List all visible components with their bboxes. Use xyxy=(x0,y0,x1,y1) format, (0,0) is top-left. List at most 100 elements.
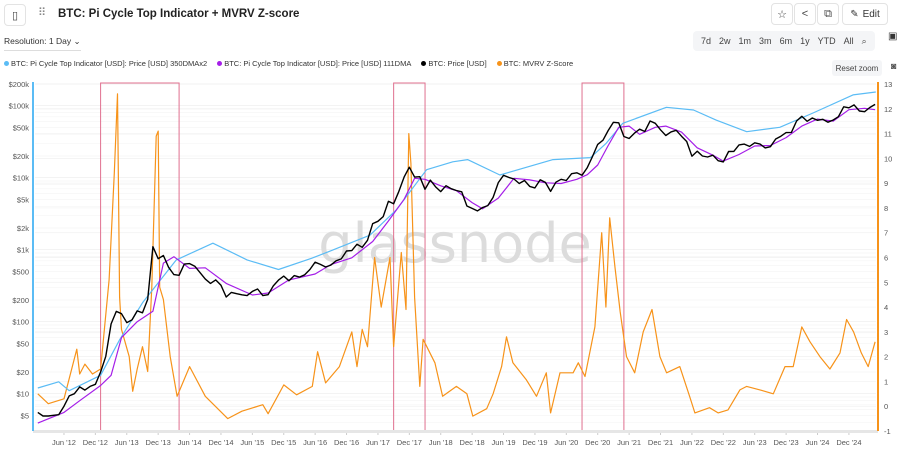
x-axis-tick-label: Jun '20 xyxy=(554,438,578,447)
legend-dot xyxy=(217,61,223,66)
legend-item-price[interactable]: BTC: Price [USD] xyxy=(421,59,487,68)
right-axis-tick-label: 0 xyxy=(884,402,888,411)
left-axis-tick-label: $1k xyxy=(17,246,29,255)
legend-item-111dma[interactable]: BTC: Pi Cycle Top Indicator [USD]: Price… xyxy=(217,59,411,68)
legend-item-mvrv[interactable]: BTC: MVRV Z-Score xyxy=(496,59,574,68)
right-axis-tick-label: 9 xyxy=(884,179,888,188)
pencil-icon: ✎ xyxy=(850,8,859,20)
x-axis-tick-label: Dec '23 xyxy=(774,438,799,447)
range-buttons: 7d 2w 1m 3m 6m 1y YTD All ⌕ xyxy=(693,31,875,51)
legend-label: BTC: Pi Cycle Top Indicator [USD]: Price… xyxy=(224,59,412,68)
left-axis-tick-label: $200k xyxy=(9,80,30,89)
x-axis-tick-label: Jun '12 xyxy=(52,438,76,447)
right-axis-tick-label: 3 xyxy=(884,328,888,337)
copy-icon[interactable]: ⧉ xyxy=(817,3,839,25)
left-axis-tick-label: $100 xyxy=(12,318,29,327)
reset-zoom-button[interactable]: Reset zoom xyxy=(832,60,882,76)
x-axis-tick-label: Jun '19 xyxy=(492,438,516,447)
x-axis-bar xyxy=(33,430,878,433)
left-axis-tick-label: $10 xyxy=(16,390,29,399)
resolution-label: Resolution: 1 Day xyxy=(4,36,72,46)
x-axis-tick-label: Jun '24 xyxy=(806,438,830,447)
zoom-search-icon[interactable]: ⌕ xyxy=(861,35,867,46)
sidebar-toggle-icon[interactable]: ▯ xyxy=(4,4,26,26)
series-line-111dma xyxy=(37,107,876,424)
x-axis-tick-label: Dec '15 xyxy=(271,438,296,447)
legend-label: BTC: Pi Cycle Top Indicator [USD]: Price… xyxy=(11,59,208,68)
left-axis-tick-label: $5k xyxy=(17,195,29,204)
x-axis-tick-label: Dec '14 xyxy=(208,438,233,447)
legend-item-350dma[interactable]: BTC: Pi Cycle Top Indicator [USD]: Price… xyxy=(4,59,207,68)
left-axis-tick-label: $20k xyxy=(13,152,30,161)
watermark-logo: glassnode xyxy=(318,212,591,275)
series-line-mvrv-zscore xyxy=(37,93,876,420)
right-axis-tick-label: 12 xyxy=(884,105,892,114)
x-axis-tick-label: Dec '12 xyxy=(83,438,108,447)
right-axis-tick-label: 13 xyxy=(884,80,892,89)
range-ytd[interactable]: YTD xyxy=(817,36,836,46)
resolution-select[interactable]: Resolution: 1 Day ⌄ xyxy=(4,36,81,51)
right-axis-tick-label: 4 xyxy=(884,303,888,312)
chevron-down-icon: ⌄ xyxy=(73,36,81,46)
x-axis-tick-label: Jun '22 xyxy=(680,438,704,447)
x-axis-tick-label: Jun '17 xyxy=(366,438,390,447)
x-axis-tick-label: Jun '14 xyxy=(178,438,202,447)
x-axis-tick-label: Dec '22 xyxy=(711,438,736,447)
right-axis-tick-label: 1 xyxy=(884,377,888,386)
x-axis-tick-label: Dec '21 xyxy=(648,438,673,447)
left-axis-tick-label: $2k xyxy=(17,224,29,233)
x-axis-tick-label: Dec '20 xyxy=(585,438,610,447)
camera-icon[interactable]: ◙ xyxy=(891,61,897,71)
legend-dot xyxy=(4,61,9,66)
drag-handle-icon[interactable]: ⠿ xyxy=(38,7,47,19)
x-axis-tick-label: Jun '13 xyxy=(115,438,139,447)
right-axis-tick-label: -1 xyxy=(884,427,891,436)
legend-dot xyxy=(421,61,427,66)
x-axis-tick-label: Jun '23 xyxy=(743,438,767,447)
range-2w[interactable]: 2w xyxy=(719,36,731,46)
right-axis-tick-label: 5 xyxy=(884,278,888,287)
right-axis-tick-label: 2 xyxy=(884,353,888,362)
left-axis-tick-label: $500 xyxy=(12,267,29,276)
series-line-price xyxy=(37,103,876,417)
right-axis-tick-label: 7 xyxy=(884,229,888,238)
left-axis-tick-label: $20 xyxy=(16,368,29,377)
x-axis-tick-label: Jun '16 xyxy=(303,438,327,447)
range-6m[interactable]: 6m xyxy=(779,36,793,46)
edit-label: Edit xyxy=(862,8,880,20)
x-axis-tick-label: Dec '24 xyxy=(836,438,861,447)
star-icon[interactable]: ☆ xyxy=(771,3,793,25)
left-axis-tick-label: $100k xyxy=(9,102,30,111)
left-axis-tick-label: $10k xyxy=(13,174,30,183)
range-1y[interactable]: 1y xyxy=(800,36,810,46)
legend-label: BTC: Price [USD] xyxy=(428,59,487,68)
range-all[interactable]: All xyxy=(843,36,854,46)
left-axis-tick-label: $5 xyxy=(21,411,29,420)
legend-dot xyxy=(496,61,502,66)
share-icon[interactable]: < xyxy=(794,3,816,25)
range-7d[interactable]: 7d xyxy=(701,36,712,46)
right-axis-tick-label: 6 xyxy=(884,254,888,263)
left-axis-tick-label: $50 xyxy=(16,339,29,348)
chart-legend: BTC: Pi Cycle Top Indicator [USD]: Price… xyxy=(4,59,573,68)
x-axis-tick-label: Dec '18 xyxy=(460,438,485,447)
x-axis-tick-label: Jun '21 xyxy=(617,438,641,447)
x-axis-tick-label: Dec '19 xyxy=(522,438,547,447)
right-axis-tick-label: 11 xyxy=(884,130,892,139)
right-axis-tick-label: 8 xyxy=(884,204,888,213)
x-axis-tick-label: Dec '13 xyxy=(146,438,171,447)
range-1m[interactable]: 1m xyxy=(738,36,752,46)
edit-button[interactable]: ✎ Edit xyxy=(842,3,888,25)
x-axis-tick-label: Dec '16 xyxy=(334,438,359,447)
left-axis-tick-label: $200 xyxy=(12,296,29,305)
x-axis-tick-label: Jun '15 xyxy=(240,438,264,447)
series-line-350dmax2 xyxy=(37,91,876,392)
x-axis-tick-label: Jun '18 xyxy=(429,438,453,447)
legend-label: BTC: MVRV Z-Score xyxy=(503,59,574,68)
left-axis-tick-label: $50k xyxy=(13,123,30,132)
x-axis-tick-label: Dec '17 xyxy=(397,438,422,447)
range-3m[interactable]: 3m xyxy=(759,36,772,46)
right-axis-tick-label: 10 xyxy=(884,154,892,163)
calendar-icon[interactable]: ▣ xyxy=(888,31,898,42)
